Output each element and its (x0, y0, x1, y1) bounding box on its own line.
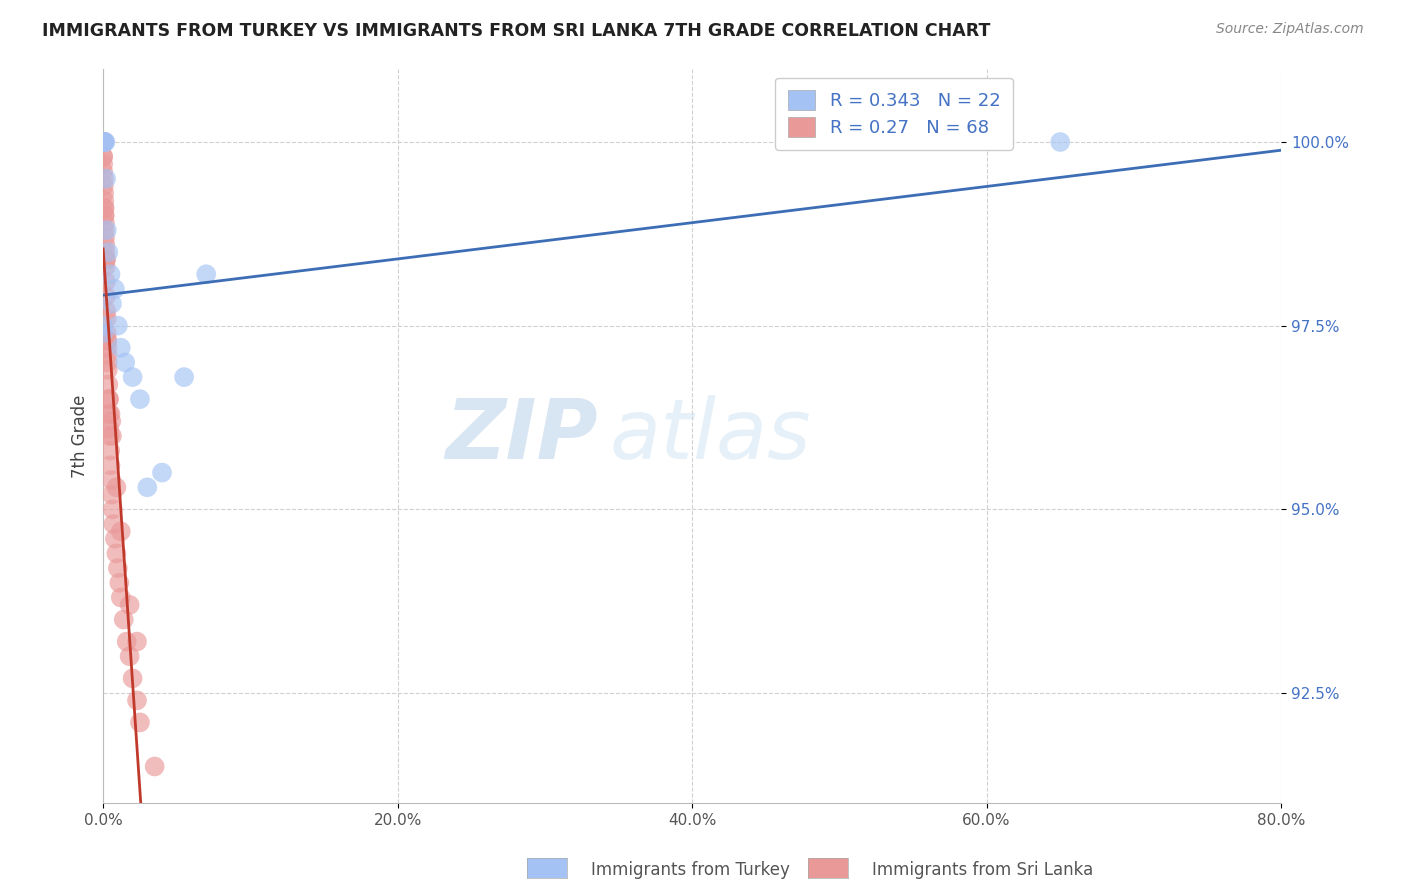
Point (91, 135, 114, 149)
Point (93, 171, 115, 186)
Point (98, 443, 121, 458)
Point (121, 370, 143, 384)
Point (98, 407, 121, 421)
Point (96, 326, 118, 340)
Point (97, 377, 120, 392)
Point (143, 759, 166, 773)
Point (97, 245, 120, 260)
Point (101, 488, 124, 502)
Point (94, 289, 117, 303)
Point (93, 186, 115, 201)
Point (100, 407, 122, 421)
Point (93, 135, 115, 149)
Text: Source: ZipAtlas.com: Source: ZipAtlas.com (1216, 22, 1364, 37)
Point (93, 135, 115, 149)
Point (94, 216, 117, 230)
Point (91, 157, 114, 171)
Point (98, 392, 121, 406)
Point (94, 230, 117, 244)
Text: IMMIGRANTS FROM TURKEY VS IMMIGRANTS FROM SRI LANKA 7TH GRADE CORRELATION CHART: IMMIGRANTS FROM TURKEY VS IMMIGRANTS FRO… (42, 22, 991, 40)
Point (96, 348, 118, 362)
Point (94, 252, 117, 267)
Point (173, 370, 195, 384)
Text: ZIP: ZIP (446, 395, 598, 476)
Point (110, 524, 132, 539)
Point (108, 575, 131, 590)
Point (100, 267, 122, 281)
Point (129, 715, 152, 730)
Point (125, 634, 148, 648)
Point (105, 480, 128, 494)
Point (93, 194, 115, 208)
Point (93, 201, 115, 215)
Point (97, 363, 120, 377)
Point (114, 355, 136, 369)
Point (107, 561, 129, 575)
Point (91, 135, 114, 149)
Point (195, 267, 218, 281)
Point (94, 260, 117, 274)
Point (94, 171, 117, 186)
Point (136, 480, 159, 494)
Point (91, 164, 114, 178)
Point (110, 591, 132, 605)
Point (93, 179, 115, 194)
Point (107, 318, 129, 333)
Point (129, 392, 152, 406)
Point (121, 671, 143, 685)
Point (100, 473, 122, 487)
Point (101, 502, 124, 516)
Point (96, 334, 118, 348)
Point (94, 275, 117, 289)
Point (91, 150, 114, 164)
Point (94, 223, 117, 237)
Point (96, 355, 118, 369)
Point (150, 466, 173, 480)
Point (94, 237, 117, 252)
Point (91, 318, 114, 333)
Point (91, 135, 114, 149)
Point (94, 252, 117, 267)
Point (125, 693, 148, 707)
Point (93, 201, 115, 215)
Point (101, 429, 124, 443)
Point (94, 135, 117, 149)
Point (97, 392, 120, 406)
Point (93, 209, 115, 223)
Point (91, 326, 114, 340)
Point (101, 296, 124, 310)
Point (91, 135, 114, 149)
Point (96, 334, 118, 348)
Legend: R = 0.343   N = 22, R = 0.27   N = 68: R = 0.343 N = 22, R = 0.27 N = 68 (775, 78, 1012, 150)
Point (104, 282, 127, 296)
Point (1049, 135, 1071, 149)
Point (110, 341, 132, 355)
Point (98, 429, 121, 443)
Point (94, 245, 117, 260)
Point (103, 516, 125, 531)
Point (96, 304, 118, 318)
Point (91, 135, 114, 149)
Point (118, 649, 141, 664)
Text: Immigrants from Turkey: Immigrants from Turkey (591, 861, 789, 879)
Point (118, 598, 141, 612)
Point (91, 135, 114, 149)
Point (100, 458, 122, 473)
Point (96, 223, 118, 237)
Point (105, 546, 128, 560)
Point (96, 341, 118, 355)
Point (94, 135, 117, 149)
Point (104, 532, 127, 546)
Y-axis label: 7th Grade: 7th Grade (72, 394, 89, 477)
Text: atlas: atlas (610, 395, 811, 476)
Point (115, 634, 138, 648)
Point (112, 613, 135, 627)
Point (98, 421, 121, 435)
Text: Immigrants from Sri Lanka: Immigrants from Sri Lanka (872, 861, 1092, 879)
Point (93, 209, 115, 223)
Point (91, 150, 114, 164)
Point (96, 311, 118, 326)
Point (100, 414, 122, 428)
